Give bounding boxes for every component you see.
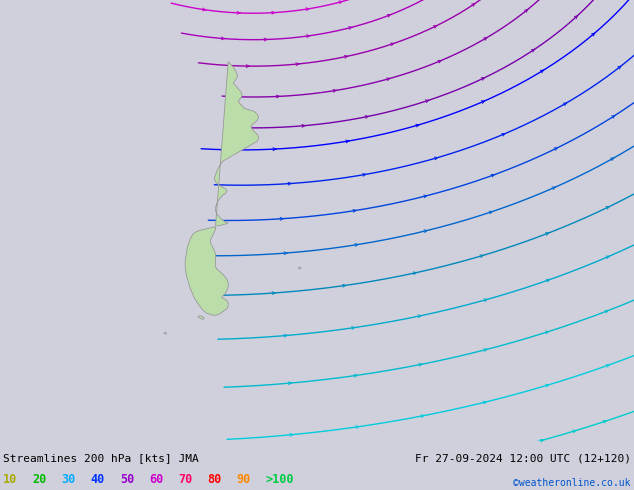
Text: ©weatheronline.co.uk: ©weatheronline.co.uk xyxy=(514,478,631,488)
Text: 90: 90 xyxy=(236,473,250,486)
Text: 40: 40 xyxy=(91,473,105,486)
Polygon shape xyxy=(198,316,204,319)
Polygon shape xyxy=(298,267,301,269)
Text: 10: 10 xyxy=(3,473,17,486)
Text: >100: >100 xyxy=(266,473,294,486)
Polygon shape xyxy=(214,62,259,226)
Text: 30: 30 xyxy=(61,473,75,486)
Text: 20: 20 xyxy=(32,473,46,486)
Text: 50: 50 xyxy=(120,473,134,486)
Text: 80: 80 xyxy=(207,473,221,486)
Text: Streamlines 200 hPa [kts] JMA: Streamlines 200 hPa [kts] JMA xyxy=(3,453,199,463)
Text: 70: 70 xyxy=(178,473,192,486)
Text: 60: 60 xyxy=(149,473,163,486)
Text: Fr 27-09-2024 12:00 UTC (12+120): Fr 27-09-2024 12:00 UTC (12+120) xyxy=(415,453,631,463)
Polygon shape xyxy=(185,227,228,316)
Polygon shape xyxy=(164,332,167,334)
